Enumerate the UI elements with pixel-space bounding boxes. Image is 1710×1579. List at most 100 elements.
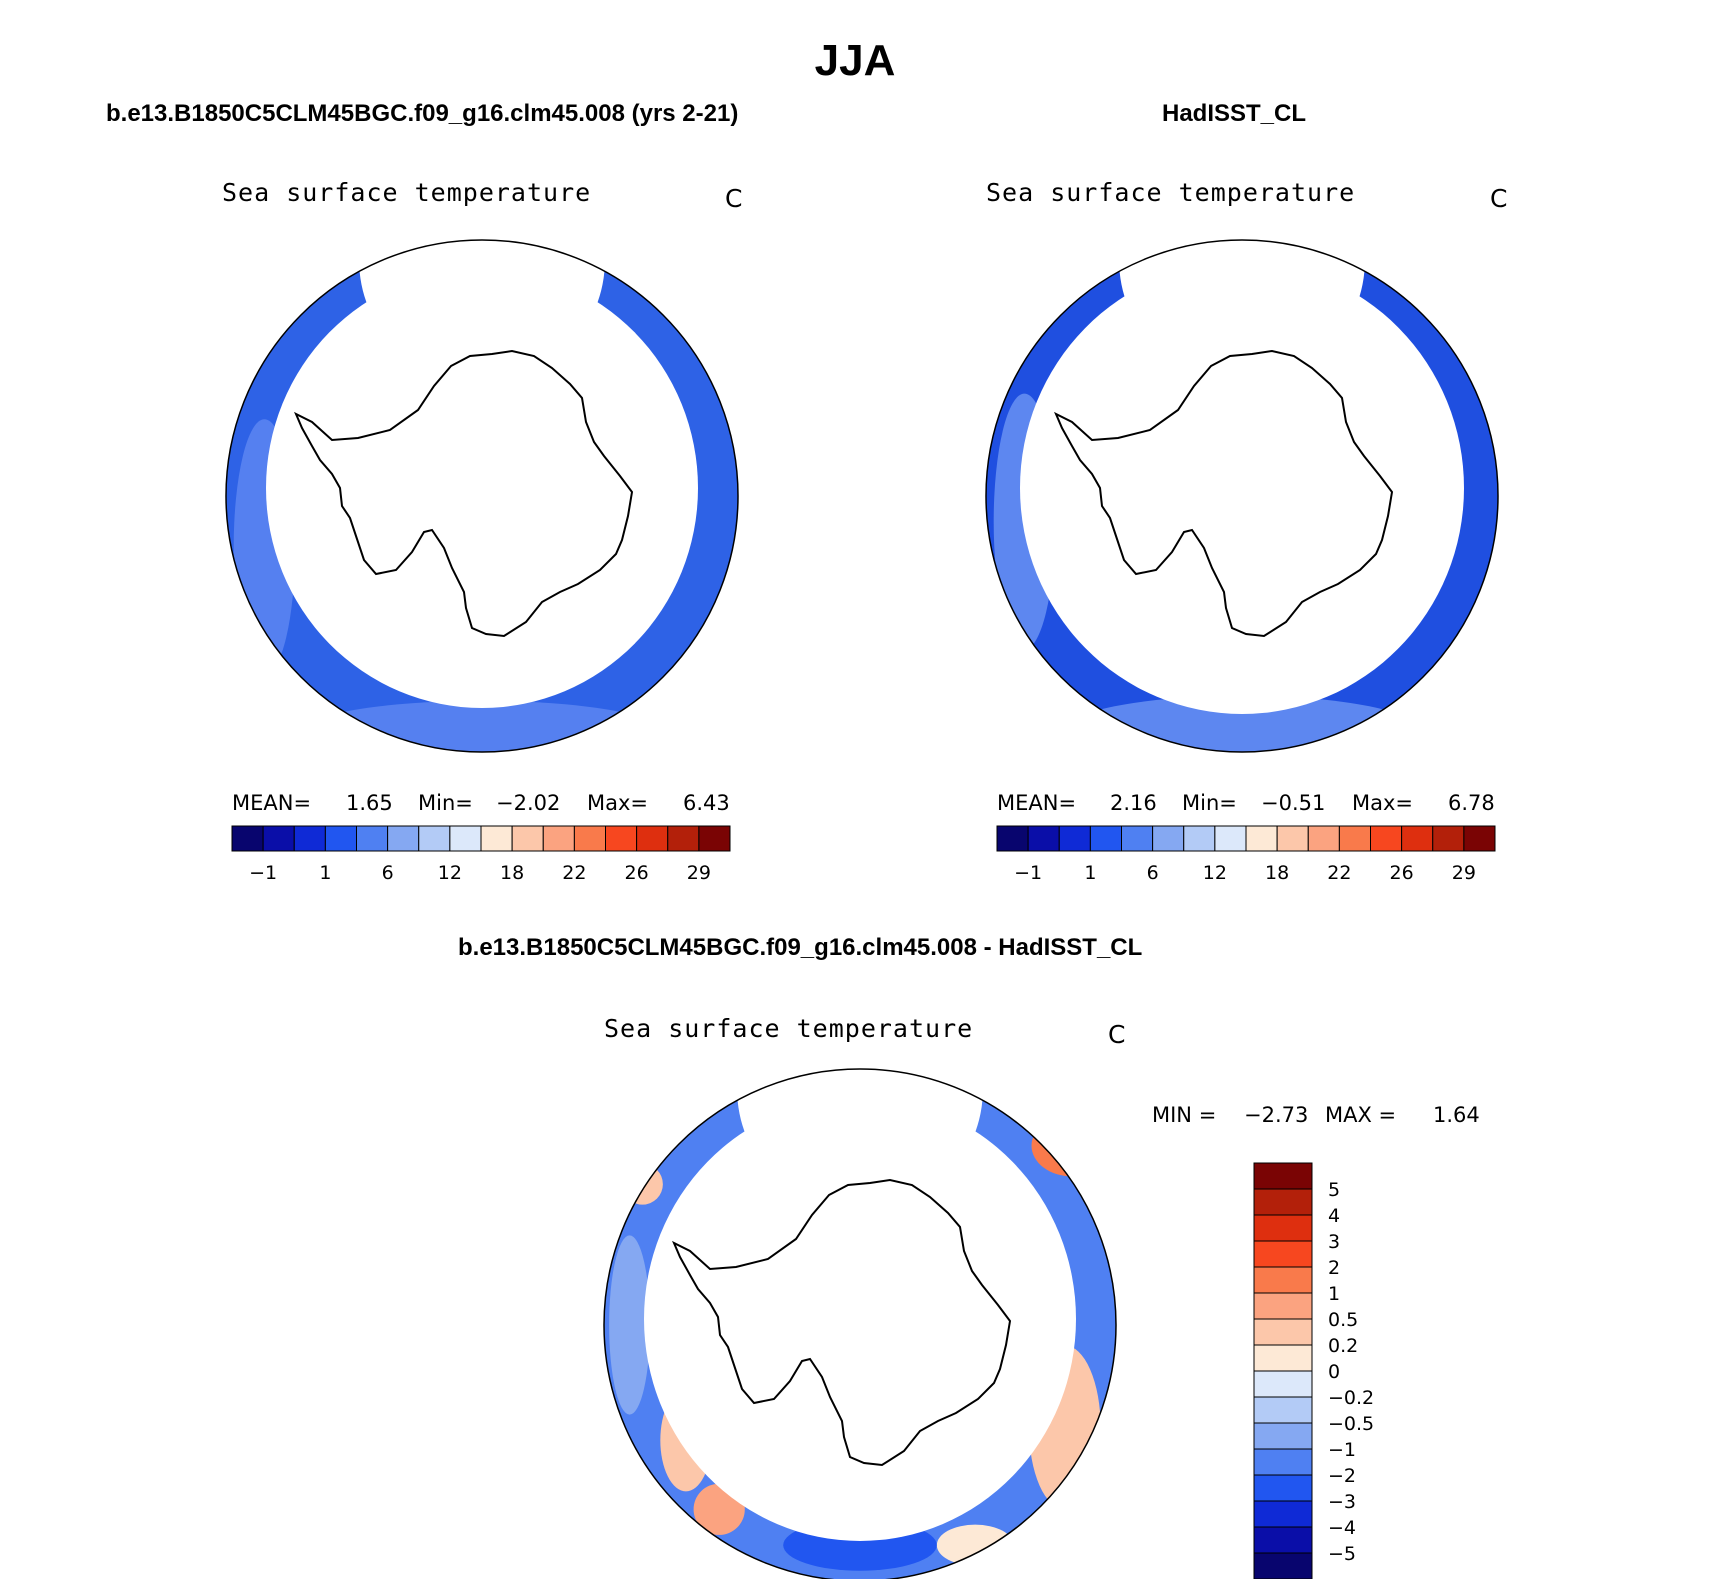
diff-colorbar-box-10 (1253, 1422, 1313, 1450)
model-colorbar-box-14 (667, 825, 700, 852)
model-mean-value: 1.65 (346, 791, 393, 815)
model-colorbar-box-15 (698, 825, 731, 852)
model-max-value: 6.43 (683, 791, 730, 815)
diff-colorbar-tick-label-5: 0.5 (1328, 1309, 1358, 1331)
obs-mean-label: MEAN= (997, 791, 1077, 815)
obs-colorbar-tick-label-4: 18 (1265, 862, 1289, 884)
obs-mean-value: 2.16 (1110, 791, 1157, 815)
obs-units-label: C (1490, 184, 1508, 213)
diff-colorbar-box-11 (1253, 1448, 1313, 1476)
diff-colorbar-box-2 (1253, 1214, 1313, 1242)
model-colorbar-box-4 (356, 825, 389, 852)
obs-colorbar-box-5 (1152, 825, 1185, 852)
obs-colorbar-tick-label-5: 22 (1327, 862, 1351, 884)
obs-colorbar-box-3 (1089, 825, 1122, 852)
obs-colorbar-box-13 (1401, 825, 1434, 852)
diff-colorbar-tick-label-14: −5 (1328, 1543, 1356, 1565)
obs-colorbar-tick-label-3: 12 (1203, 862, 1227, 884)
obs-colorbar-box-4 (1121, 825, 1154, 852)
diff-sea-ice-mask-north (737, 1069, 983, 1213)
obs-colorbar-box-12 (1370, 825, 1403, 852)
diff-units-label: C (1108, 1020, 1126, 1049)
diff-colorbar-tick-label-8: −0.2 (1328, 1387, 1374, 1409)
model-colorbar-tick-label-1: 1 (319, 862, 331, 884)
figure-title: JJA (814, 36, 896, 85)
diff-min-value: −2.73 (1244, 1103, 1309, 1127)
diff-map-border (603, 1068, 1117, 1579)
obs-colorbar-box-15 (1463, 825, 1496, 852)
model-max-label: Max= (587, 791, 649, 815)
model-colorbar-tick-label-2: 6 (382, 862, 394, 884)
model-units-label: C (725, 184, 743, 213)
model-colorbar-box-13 (636, 825, 669, 852)
obs-sea-ice-mask-north (1119, 240, 1365, 384)
obs-colorbar-box-1 (1027, 825, 1060, 852)
obs-colorbar-box-7 (1214, 825, 1247, 852)
model-colorbar-box-7 (449, 825, 482, 852)
diff-colorbar-box-5 (1253, 1292, 1313, 1320)
diff-min-label: MIN = (1152, 1103, 1217, 1127)
diff-colorbar-tick-label-4: 1 (1328, 1283, 1340, 1305)
diff-colorbar-box-6 (1253, 1318, 1313, 1346)
model-min-label: Min= (418, 791, 473, 815)
model-colorbar-tick-label-5: 22 (562, 862, 586, 884)
diff-colorbar-box-13 (1253, 1500, 1313, 1528)
obs-colorbar-box-14 (1432, 825, 1465, 852)
diff-colorbar-box-9 (1253, 1396, 1313, 1424)
diff-colorbar-tick-label-11: −2 (1328, 1465, 1356, 1487)
diff-max-value: 1.64 (1433, 1103, 1480, 1127)
model-sea-ice-mask-north (359, 240, 605, 384)
obs-min-label: Min= (1182, 791, 1237, 815)
diff-colorbar-box-0 (1253, 1162, 1313, 1190)
diff-colorbar-box-15 (1253, 1552, 1313, 1579)
obs-colorbar-box-11 (1338, 825, 1371, 852)
model-min-value: −2.02 (496, 791, 561, 815)
obs-antarctica-coastline (1054, 349, 1394, 638)
obs-max-value: 6.78 (1448, 791, 1495, 815)
obs-colorbar-box-0 (996, 825, 1029, 852)
obs-min-value: −0.51 (1261, 791, 1326, 815)
model-colorbar-box-1 (262, 825, 295, 852)
obs-colorbar-box-2 (1058, 825, 1091, 852)
model-colorbar-tick-label-0: −1 (249, 862, 277, 884)
diff-colorbar-box-3 (1253, 1240, 1313, 1268)
model-colorbar-box-3 (324, 825, 357, 852)
obs-colorbar-tick-label-1: 1 (1084, 862, 1096, 884)
diff-colorbar-box-14 (1253, 1526, 1313, 1554)
model-antarctica-coastline (294, 349, 634, 638)
obs-colorbar-tick-label-6: 26 (1390, 862, 1414, 884)
obs-colorbar-tick-label-7: 29 (1452, 862, 1476, 884)
diff-colorbar-box-12 (1253, 1474, 1313, 1502)
diff-colorbar-box-4 (1253, 1266, 1313, 1294)
diff-colorbar-box-8 (1253, 1370, 1313, 1398)
model-mean-label: MEAN= (232, 791, 312, 815)
diff-colorbar-tick-label-12: −3 (1328, 1491, 1356, 1513)
diff-variable-label: Sea surface temperature (604, 1014, 974, 1043)
model-colorbar-box-6 (418, 825, 451, 852)
panel-right-heading: HadISST_CL (1162, 100, 1307, 127)
obs-map-border (985, 239, 1499, 753)
diff-colorbar-tick-label-0: 5 (1328, 1179, 1340, 1201)
panel-diff-heading: b.e13.B1850C5CLM45BGC.f09_g16.clm45.008 … (458, 934, 1143, 961)
model-colorbar-box-9 (511, 825, 544, 852)
model-colorbar-box-12 (605, 825, 638, 852)
diff-colorbar-tick-label-3: 2 (1328, 1257, 1340, 1279)
model-variable-label: Sea surface temperature (222, 178, 592, 207)
model-colorbar-box-11 (573, 825, 606, 852)
diff-max-label: MAX = (1325, 1103, 1397, 1127)
panel-left-heading: b.e13.B1850C5CLM45BGC.f09_g16.clm45.008 … (106, 100, 739, 127)
model-colorbar-tick-label-3: 12 (438, 862, 462, 884)
model-colorbar-tick-label-6: 26 (625, 862, 649, 884)
diff-colorbar-tick-label-6: 0.2 (1328, 1335, 1358, 1357)
diff-field-patch-7 (609, 1235, 651, 1415)
model-colorbar-tick-label-4: 18 (500, 862, 524, 884)
diff-colorbar-tick-label-13: −4 (1328, 1517, 1356, 1539)
diff-colorbar-box-1 (1253, 1188, 1313, 1216)
obs-colorbar-box-6 (1183, 825, 1216, 852)
obs-colorbar-box-8 (1245, 825, 1278, 852)
